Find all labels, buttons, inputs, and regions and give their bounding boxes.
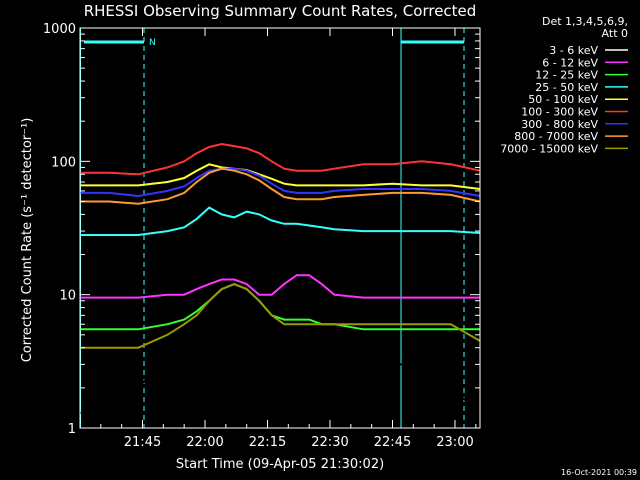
legend-title-line-1: Det 1,3,4,5,6,9, xyxy=(542,15,628,28)
x-tick-label-6: 23:00 xyxy=(436,435,473,450)
x-tick-label-1: 21:45 xyxy=(124,435,161,450)
plot-area: N 21:45 22:00 22:15 22:30 22:45 23:00 1 10 100 100… xyxy=(43,22,481,450)
legend-label-4: 25 - 50 keV xyxy=(535,81,598,94)
legend-label-9: 7000 - 15000 keV xyxy=(500,142,598,155)
series-line-7 xyxy=(80,167,481,198)
series-line-4 xyxy=(80,206,481,236)
series-line-8 xyxy=(80,167,481,205)
y-tick-label-1: 1 xyxy=(68,422,76,437)
x-tick-label-4: 22:30 xyxy=(311,435,348,450)
series-line-1 xyxy=(80,292,481,414)
x-axis-label: Start Time (09-Apr-05 21:30:02) xyxy=(176,457,384,472)
marker-label: N xyxy=(149,38,156,48)
series-line-3 xyxy=(80,283,480,331)
plot-frame xyxy=(79,27,481,429)
y-axis-label: Corrected Count Rate (s⁻¹ detector⁻¹) xyxy=(20,118,35,363)
legend-label-6: 100 - 300 keV xyxy=(521,106,598,119)
y-tick-label-2: 10 xyxy=(59,289,76,304)
y-tick-label-3: 100 xyxy=(51,155,76,170)
x-tick-label-2: 22:00 xyxy=(186,435,223,450)
legend-label-1: 3 - 6 keV xyxy=(549,44,598,57)
series-line-5 xyxy=(80,163,481,190)
legend-label-8: 800 - 7000 keV xyxy=(514,130,598,143)
x-tick-label-3: 22:15 xyxy=(249,435,286,450)
chart-title: RHESSI Observing Summary Count Rates, Co… xyxy=(84,2,477,20)
legend-label-7: 300 - 800 keV xyxy=(521,118,598,131)
legend-label-2: 6 - 12 keV xyxy=(542,56,598,69)
y-tick-label-4: 1000 xyxy=(43,22,76,37)
legend-title-line-2: Att 0 xyxy=(602,27,628,40)
series-line-6 xyxy=(80,142,481,176)
series-line-2 xyxy=(80,274,480,299)
series-line-9 xyxy=(80,283,481,349)
footer-timestamp: 16-Oct-2021 00:39 xyxy=(561,468,637,477)
legend-label-3: 12 - 25 keV xyxy=(535,69,598,82)
x-tick-label-5: 22:45 xyxy=(374,435,411,450)
legend-label-5: 50 - 100 keV xyxy=(528,93,598,106)
